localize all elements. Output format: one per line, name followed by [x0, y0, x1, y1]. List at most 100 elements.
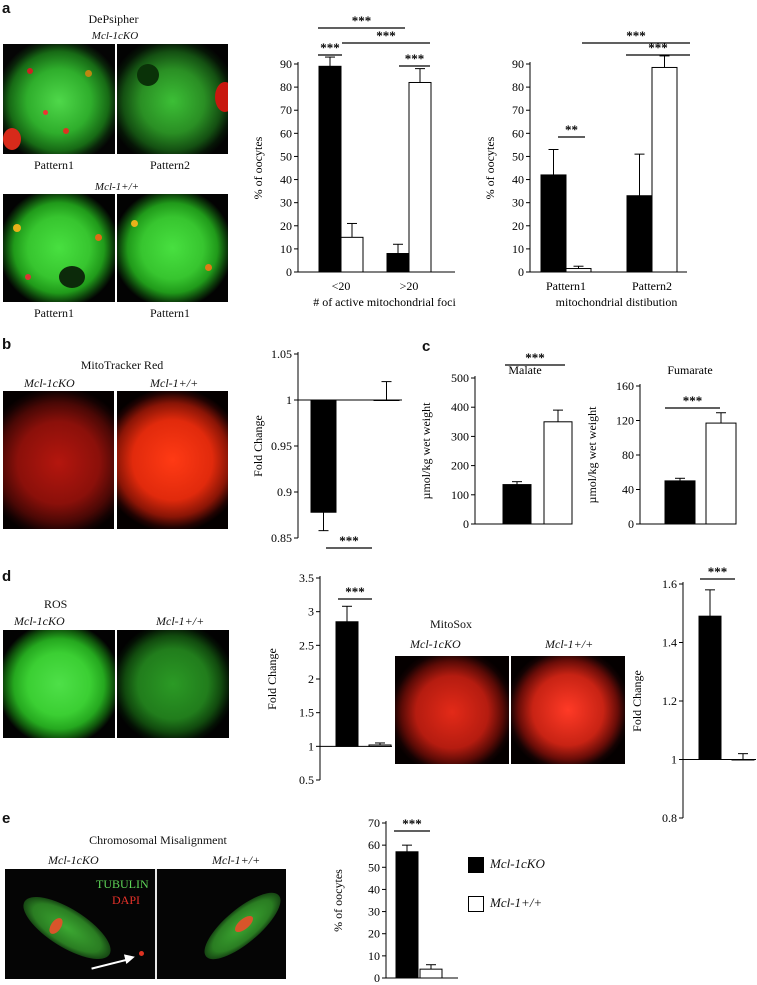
- d1-ytick-label: 3.5: [299, 571, 314, 585]
- caption-pattern2-ko: Pattern2: [150, 158, 190, 172]
- a2-ytick-label: 90: [512, 57, 524, 71]
- c1-ytick-label: 200: [451, 459, 469, 473]
- a1-ytick-label: 70: [280, 103, 292, 117]
- a1-ytick-label: 40: [280, 173, 292, 187]
- a2-ytick-label: 20: [512, 219, 524, 233]
- a2-significance-label: ***: [648, 40, 668, 55]
- d1-bar-1: [368, 744, 392, 747]
- a2-xlabel: mitochondrial distibution: [556, 295, 678, 309]
- c1-ytick-label: 400: [451, 400, 469, 414]
- a1-ytick-label: 90: [280, 57, 292, 71]
- panel-d-mitosox-wt-label: Mcl-1+/+: [545, 637, 594, 651]
- depsipher-title: DePsipher: [88, 12, 139, 26]
- c1-significance-label: ***: [525, 350, 545, 365]
- a2-bar-1-0: [565, 268, 592, 273]
- a2-ytick-label: 30: [512, 196, 524, 210]
- d1-ylabel: Fold Change: [265, 648, 279, 710]
- c2-bar-1: [705, 422, 737, 525]
- a1-bar-0-1: [386, 253, 410, 273]
- mitotracker-title: MitoTracker Red: [80, 358, 164, 372]
- c2-ytick-label: 120: [616, 414, 634, 428]
- c1-ylabel: µmol/kg wet weight: [419, 402, 433, 500]
- b-ytick-label: 1.05: [271, 347, 292, 361]
- a1-ytick-label: 30: [280, 196, 292, 210]
- d1-ytick-label: 1: [308, 739, 314, 753]
- panel-d-ros-wt-label: Mcl-1+/+: [156, 614, 205, 628]
- d2-bar-0: [698, 615, 722, 760]
- a2-ytick-label: 0: [518, 265, 524, 279]
- a2-bar-1-1: [651, 66, 678, 273]
- a1-significance-label: ***: [405, 51, 425, 66]
- a2-category-label: Pattern2: [632, 279, 672, 293]
- mitotracker-ko-image: [3, 391, 114, 529]
- depsipher-wt-pattern1-image-right: [117, 194, 228, 302]
- a1-ylabel: % of oocytes: [251, 136, 265, 199]
- a1-significance-label: ***: [320, 40, 340, 55]
- e-ytick-label: 60: [368, 838, 380, 852]
- c2-ylabel: µmol/kg wet weight: [585, 406, 599, 504]
- e-ytick-label: 20: [368, 927, 380, 941]
- panel-c-label: c: [422, 338, 431, 355]
- chromosome-image: [5, 869, 286, 979]
- a1-ytick-label: 0: [286, 265, 292, 279]
- c1-bar-1: [543, 421, 573, 525]
- a2-category-label: Pattern1: [546, 279, 586, 293]
- a2-ytick-label: 50: [512, 149, 524, 163]
- a1-ytick-label: 60: [280, 126, 292, 140]
- d2-ytick-label: 1: [671, 753, 677, 767]
- panel-b-ko-label: Mcl-1cKO: [24, 376, 75, 390]
- c2-ytick-label: 0: [628, 517, 634, 531]
- e-bar-0: [395, 851, 419, 979]
- d2-ytick-label: 1.6: [662, 577, 677, 591]
- d1-bar-0: [335, 621, 359, 747]
- panel-b-wt-label: Mcl-1+/+: [150, 376, 199, 390]
- a2-ytick-label: 40: [512, 173, 524, 187]
- panel-d-ros-ko-label: Mcl-1cKO: [14, 614, 65, 628]
- mitosox-title: MitoSox: [430, 617, 473, 631]
- depsipher-ko-pattern1-image: [3, 44, 115, 154]
- a2-ytick-label: 70: [512, 103, 524, 117]
- c2-ytick-label: 160: [616, 379, 634, 393]
- d1-ytick-label: 3: [308, 605, 314, 619]
- legend-ko-label: Mcl-1cKO: [490, 856, 545, 871]
- d2-ytick-label: 0.8: [662, 811, 677, 825]
- ros-ko-image: [3, 630, 115, 738]
- d1-ytick-label: 0.5: [299, 773, 314, 787]
- a1-ytick-label: 20: [280, 219, 292, 233]
- e-ytick-label: 0: [374, 971, 380, 985]
- a2-ytick-label: 60: [512, 126, 524, 140]
- b-ytick-label: 1: [286, 393, 292, 407]
- dapi-label: DAPI: [112, 893, 141, 907]
- a1-ytick-label: 80: [280, 80, 292, 94]
- a1-significance-label: ***: [352, 13, 372, 28]
- c1-ytick-label: 0: [463, 517, 469, 531]
- b-ytick-label: 0.85: [271, 531, 292, 545]
- panel-a-label: a: [2, 0, 11, 17]
- a2-ytick-label: 10: [512, 242, 524, 256]
- b-ytick-label: 0.95: [271, 439, 292, 453]
- panel-a-ko-label: Mcl-1cKO: [91, 30, 139, 42]
- panel-d-mitosox-ko-label: Mcl-1cKO: [410, 637, 461, 651]
- c1-bar-0: [502, 484, 532, 525]
- legend-wt-swatch: [468, 896, 484, 912]
- panel-e-wt-label: Mcl-1+/+: [212, 853, 261, 867]
- a2-significance-label: **: [565, 122, 578, 137]
- depsipher-wt-pattern1-image-left: [3, 194, 115, 302]
- c2-bar-0: [664, 480, 696, 525]
- c2-significance-label: ***: [683, 393, 703, 408]
- e-ylabel: % of oocytes: [331, 869, 345, 932]
- b-significance-label: ***: [339, 533, 359, 548]
- a1-ytick-label: 10: [280, 242, 292, 256]
- tubulin-label: TUBULIN: [96, 877, 149, 891]
- mitosox-ko-image: [395, 656, 509, 764]
- a2-bar-0-1: [626, 195, 653, 273]
- c2-title: Fumarate: [667, 363, 712, 377]
- d2-bar-1: [731, 759, 755, 761]
- a2-ylabel: % of oocytes: [483, 136, 497, 199]
- legend-wt-label: Mcl-1+/+: [490, 895, 543, 910]
- b-bar-0: [310, 399, 337, 513]
- chromosomal-misalignment-title: Chromosomal Misalignment: [89, 833, 227, 847]
- caption-pattern1-wt-right: Pattern1: [150, 306, 190, 320]
- c1-ytick-label: 100: [451, 488, 469, 502]
